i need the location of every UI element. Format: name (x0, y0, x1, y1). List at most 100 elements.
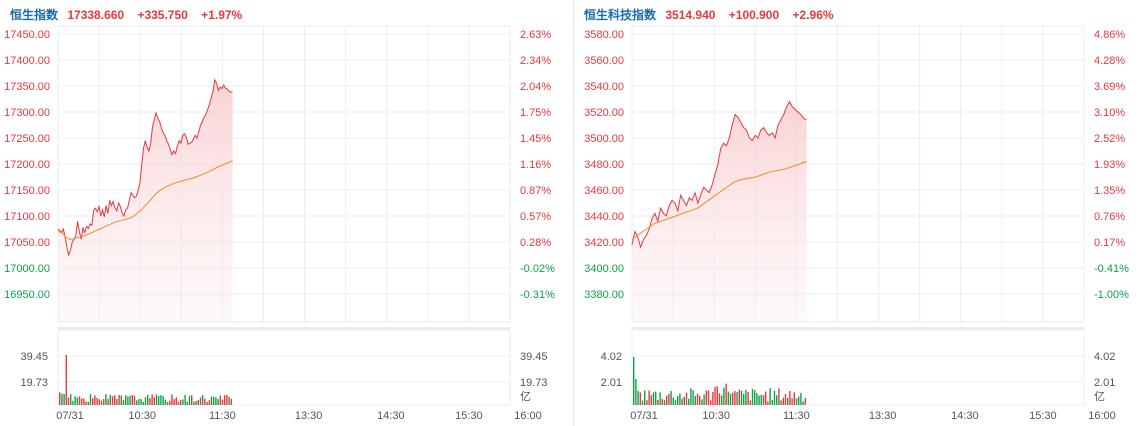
volume-bar (127, 396, 129, 405)
change: +100.900 (728, 8, 780, 22)
volume-bar (672, 397, 674, 405)
volume-bar (692, 390, 694, 405)
volume-bar (197, 400, 199, 405)
y-right-tick: 4.28% (1094, 55, 1125, 67)
volume-bar (204, 398, 206, 405)
volume-bar (208, 400, 210, 405)
x-tick: 16:00 (514, 410, 542, 422)
hsi-intraday-chart[interactable]: 17450.00 2.63% 17400.00 2.34% 17350.00 2.04% 1… (0, 0, 574, 426)
y-right-tick: 1.93% (1094, 159, 1125, 171)
volume-bar (199, 397, 202, 405)
volume-bar (129, 396, 131, 405)
index-name[interactable]: 恒生科技指数 (584, 8, 657, 22)
y-left-tick: 17050.00 (4, 237, 50, 249)
volume-bar (164, 399, 166, 405)
x-tick: 14:30 (377, 410, 405, 422)
index-name[interactable]: 恒生指数 (10, 8, 59, 22)
price-line (57, 78, 233, 257)
x-tick: 16:00 (1088, 410, 1116, 422)
volume-bar (67, 397, 70, 405)
volume-bar (685, 392, 688, 405)
volume-bar (791, 398, 793, 405)
hsi-header: 恒生指数 17338.660 +335.750 +1.97% (10, 6, 252, 23)
volume-bar (758, 395, 760, 405)
y-left-tick: 3380.00 (584, 289, 624, 301)
volume-bar (125, 395, 127, 405)
volume-bar (681, 398, 683, 405)
x-tick: 11:30 (209, 410, 236, 422)
volume-bar (76, 397, 78, 405)
volume-bar (644, 390, 646, 405)
volume-bar (144, 397, 147, 405)
volume-bar (217, 399, 219, 405)
volume-bar (131, 394, 133, 405)
volume-bar (105, 394, 107, 405)
x-tick: 10:30 (128, 410, 156, 422)
volume-bar (641, 400, 644, 405)
volume-bar (133, 395, 136, 405)
x-tick: 13:30 (295, 410, 323, 422)
volume-bar (732, 392, 734, 405)
volume-bar (754, 390, 756, 405)
y-right-tick: 1.45% (520, 133, 551, 145)
volume-bar (795, 398, 798, 405)
volume-bar (683, 396, 685, 405)
volume-bar (776, 395, 778, 405)
volume-bar (679, 393, 681, 405)
volume-bar (635, 379, 637, 405)
change: +335.750 (137, 8, 188, 22)
volume-bar (94, 395, 96, 405)
volume-bar (74, 396, 76, 405)
volume-bar (215, 397, 217, 405)
volume-bar (800, 393, 802, 405)
volume-bar (725, 383, 727, 405)
y-right-tick: 2.52% (1094, 133, 1125, 145)
y-right-tick: 1.75% (520, 107, 551, 119)
hstech-intraday-chart[interactable]: 3580.00 4.86% 3560.00 4.28% 3540.00 3.69% 3520… (574, 0, 1147, 426)
volume-bar (83, 398, 85, 405)
avg-price-line (631, 160, 807, 240)
volume-bar (188, 396, 191, 405)
volume-bar (221, 399, 224, 405)
volume-bar (787, 397, 789, 405)
volume-bar (61, 393, 63, 405)
y-left-tick: 3520.00 (584, 107, 624, 119)
y-right-tick: -0.41% (1094, 263, 1129, 275)
volume-bar (747, 391, 749, 405)
volume-bar (745, 390, 747, 405)
volume-bar (771, 400, 773, 405)
change-pct: +2.96% (792, 8, 834, 22)
volume-bar (206, 401, 208, 405)
y-right-tick: 0.87% (520, 185, 551, 197)
x-tick: 13:30 (869, 410, 897, 422)
volume-bar (109, 394, 111, 405)
volume-bar (63, 394, 65, 405)
volume-bar (92, 398, 94, 405)
x-tick: 11:30 (783, 410, 810, 422)
volume-bar (657, 399, 659, 405)
volume-bar (116, 398, 118, 405)
y-left-tick: 3560.00 (584, 55, 624, 67)
volume-bar (210, 396, 213, 405)
volume-bar (760, 394, 762, 405)
volume-bar (699, 395, 701, 405)
volume-bar (789, 391, 791, 405)
volume-bar (648, 390, 650, 405)
volume-bar (175, 397, 177, 405)
hstech-header: 恒生科技指数 3514.940 +100.900 +2.96% (584, 6, 844, 23)
volume-bar (98, 399, 100, 405)
y-right-tick: 2.63% (520, 29, 551, 41)
volume-bar (118, 394, 120, 405)
volume-bar (180, 399, 182, 405)
volume-bar (193, 401, 195, 405)
y-left-tick: 3400.00 (584, 263, 624, 275)
volume-bar (762, 395, 765, 405)
volume-bar (85, 401, 87, 405)
volume-bar (149, 398, 151, 405)
y-right-tick: 0.57% (520, 211, 551, 223)
volume-bar (140, 398, 142, 405)
volume-tick-right: 19.73 (520, 377, 548, 389)
volume-bar (155, 394, 158, 405)
volume-bar (87, 401, 89, 405)
x-tick: 07/31 (630, 410, 658, 422)
